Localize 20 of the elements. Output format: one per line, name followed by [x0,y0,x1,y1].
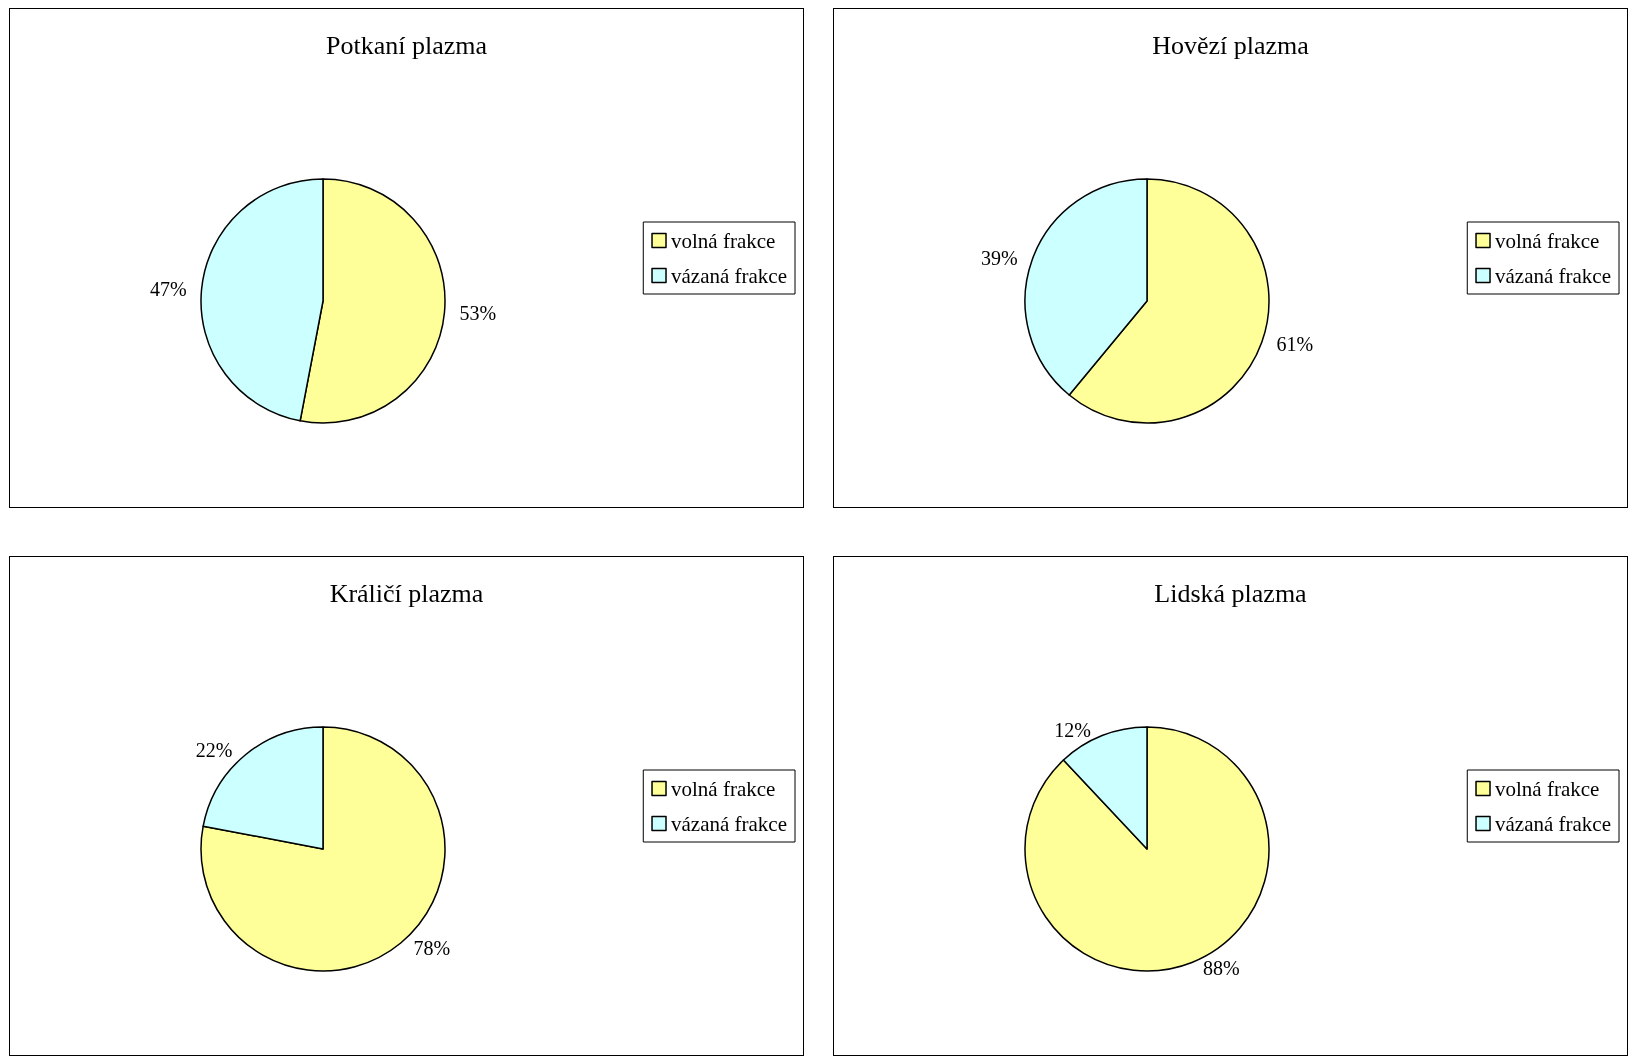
data-label: 22% [195,739,233,762]
legend-label: vázaná frakce [1495,811,1611,836]
legend-label: vázaná frakce [671,263,787,288]
data-label: 47% [149,277,187,300]
data-label: 78% [413,936,451,959]
legend-label: vázaná frakce [671,811,787,836]
chart-title: Hovězí plazma [1152,30,1310,60]
chart-title: Potkaní plazma [325,30,488,60]
legend-label: vázaná frakce [1495,263,1611,288]
legend-label: volná frakce [671,776,776,801]
data-label: 39% [980,246,1018,269]
data-label: 12% [1054,718,1091,741]
legend-label: volná frakce [1495,228,1600,253]
data-label: 61% [1276,333,1314,356]
data-label: 88% [1203,957,1240,980]
legend-label: volná frakce [1495,776,1600,801]
chart-title: Lidská plazma [1154,578,1308,608]
data-label: 53% [459,302,497,325]
chart-title: Králičí plazma [329,578,484,608]
legend-label: volná frakce [671,228,776,253]
